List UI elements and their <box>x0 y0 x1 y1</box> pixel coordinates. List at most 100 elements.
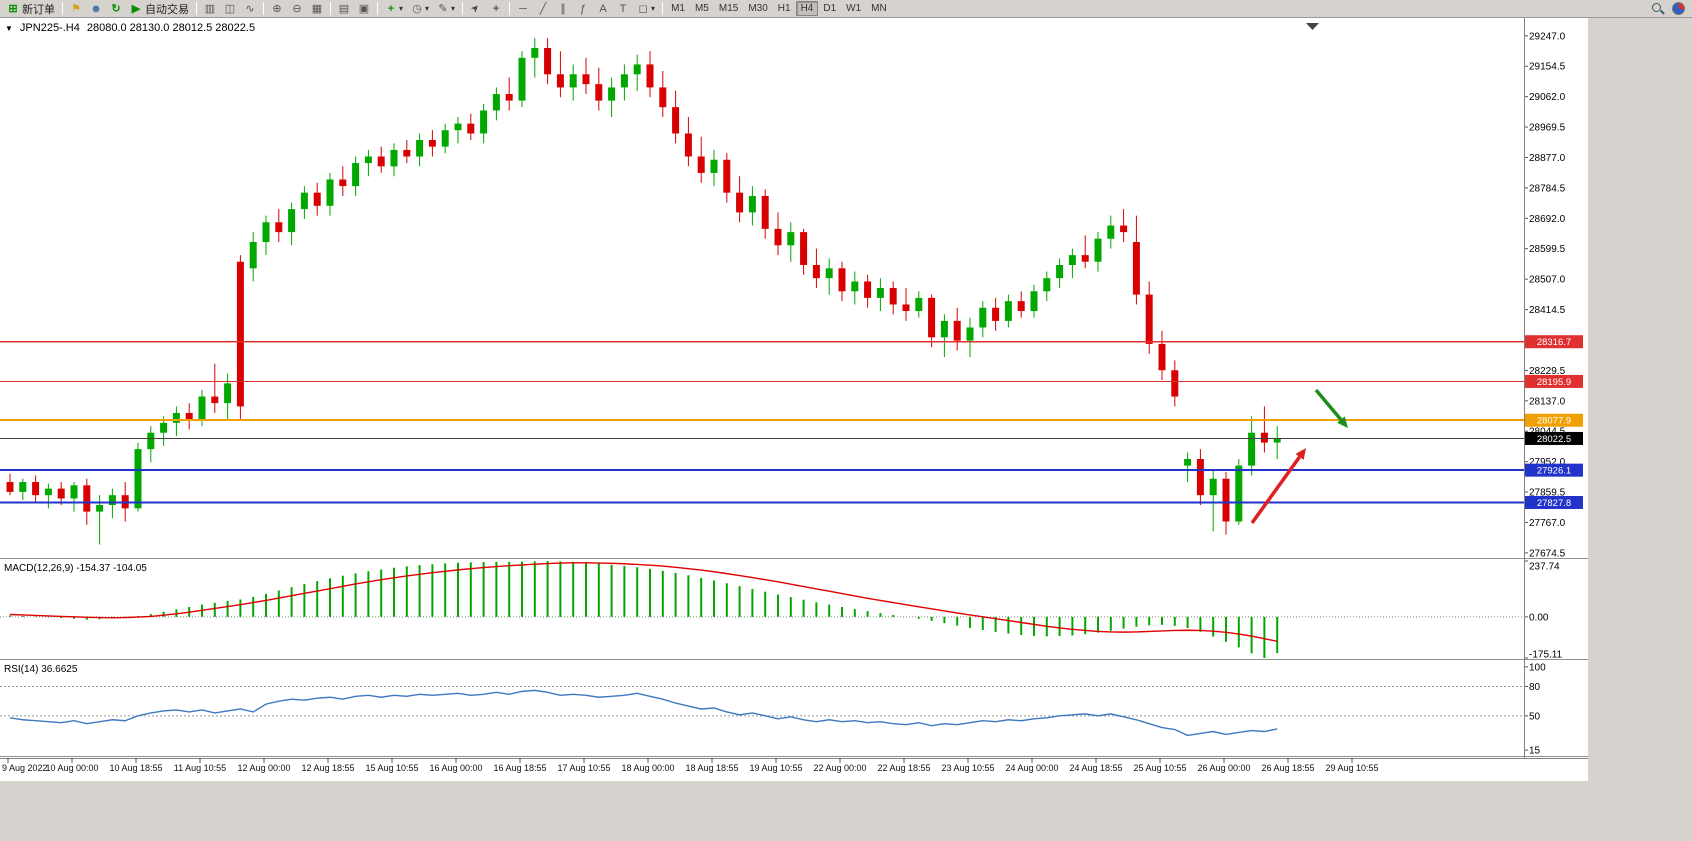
svg-text:16 Aug 18:55: 16 Aug 18:55 <box>493 763 546 773</box>
horizontal-line-button[interactable]: ─ <box>513 1 533 17</box>
toolbar-separator <box>196 2 197 15</box>
svg-text:29247.0: 29247.0 <box>1529 31 1566 42</box>
auto-trading-label: 自动交易 <box>145 3 189 16</box>
macd-histogram <box>9 561 1279 658</box>
svg-text:12 Aug 00:00: 12 Aug 00:00 <box>237 763 290 773</box>
label-icon: T <box>619 2 627 15</box>
search-button[interactable] <box>1647 1 1668 17</box>
new-order-button[interactable]: ⊞ 新订单 <box>3 1 59 17</box>
svg-text:28969.5: 28969.5 <box>1529 123 1566 134</box>
label-button[interactable]: T <box>613 1 633 17</box>
rsi-indicator-value: 36.6625 <box>41 664 78 675</box>
template-icon: ✎ <box>438 2 448 15</box>
chevron-down-icon: ▾ <box>651 4 656 13</box>
new-order-icon: ⊞ <box>8 2 18 15</box>
community-ball-button[interactable] <box>1668 1 1689 17</box>
cursor-icon: ➤ <box>468 1 483 16</box>
trendline-icon: ╱ <box>539 2 547 15</box>
svg-text:28599.5: 28599.5 <box>1529 244 1566 255</box>
candlestick-button[interactable]: ◫ <box>220 1 240 17</box>
cursor-button[interactable]: ➤ <box>466 1 486 17</box>
svg-text:28137.0: 28137.0 <box>1529 396 1566 407</box>
tf-h1[interactable]: H1 <box>777 3 791 14</box>
chart-header: ▼ JPN225-.H4 28080.0 28130.0 28012.5 280… <box>5 22 255 34</box>
svg-text:9 Aug 2022: 9 Aug 2022 <box>2 763 48 773</box>
shapes-button[interactable]: ◻ ▾ <box>633 1 659 17</box>
auto-trading-button[interactable]: ▶ 自动交易 <box>126 1 193 17</box>
toolbar-separator <box>462 2 464 15</box>
svg-text:22 Aug 18:55: 22 Aug 18:55 <box>877 763 930 773</box>
auto-trading-icon: ▶ <box>131 2 141 15</box>
zoom-in-button[interactable]: ⊕ <box>267 1 287 17</box>
rsi-indicator-name: RSI(14) <box>4 664 39 675</box>
macd-signal-line <box>9 562 1278 642</box>
svg-text:29062.0: 29062.0 <box>1529 92 1566 103</box>
chart-shift-marker[interactable] <box>1306 23 1319 30</box>
tf-w1[interactable]: W1 <box>846 3 862 14</box>
bar-chart-button[interactable]: ▥ <box>200 1 220 17</box>
tf-m30[interactable]: M30 <box>748 3 768 14</box>
svg-text:27859.5: 27859.5 <box>1529 488 1566 499</box>
tile-windows-icon: ▦ <box>311 2 323 15</box>
community-button[interactable]: ☻ <box>86 1 106 17</box>
svg-text:27674.5: 27674.5 <box>1529 548 1566 559</box>
tf-mn[interactable]: MN <box>871 3 887 14</box>
svg-text:12 Aug 18:55: 12 Aug 18:55 <box>301 763 354 773</box>
crosshair-icon: + <box>492 2 500 15</box>
price-tag <box>1525 374 1583 388</box>
macd-panel-label: MACD(12,26,9) -154.37 -104.05 <box>4 563 147 574</box>
svg-text:10 Aug 00:00: 10 Aug 00:00 <box>45 763 98 773</box>
svg-text:15: 15 <box>1529 746 1541 757</box>
channel-button[interactable]: ∥ <box>553 1 573 17</box>
tf-m5[interactable]: M5 <box>694 3 709 14</box>
search-icon <box>1651 2 1664 15</box>
svg-text:25 Aug 10:55: 25 Aug 10:55 <box>1133 763 1186 773</box>
shapes-icon: ◻ <box>638 2 648 15</box>
svg-text:24 Aug 18:55: 24 Aug 18:55 <box>1069 763 1122 773</box>
svg-text:29 Aug 10:55: 29 Aug 10:55 <box>1325 763 1378 773</box>
svg-text:27926.1: 27926.1 <box>1537 466 1571 477</box>
data-window-button[interactable]: ▣ <box>354 1 374 17</box>
svg-text:28692.0: 28692.0 <box>1529 214 1566 225</box>
fibonacci-button[interactable]: ƒ <box>573 1 593 17</box>
tf-m1[interactable]: M1 <box>671 3 685 14</box>
svg-text:27767.0: 27767.0 <box>1529 518 1566 529</box>
horizontal-lines[interactable]: 28316.7 28195.9 28077.9 28022.5 27926.1 27827… <box>0 335 1583 509</box>
refresh-button[interactable]: ↻ <box>106 1 126 17</box>
up-arrow-head <box>1295 448 1306 460</box>
price-tag <box>1525 463 1583 477</box>
chart-menu-arrow[interactable]: ▼ <box>5 23 13 33</box>
chart-canvas[interactable]: 29247.0 29154.5 29062.0 28969.5 28877.0 28784… <box>0 18 1692 841</box>
tile-windows-button[interactable]: ▦ <box>307 1 327 17</box>
svg-text:15 Aug 10:55: 15 Aug 10:55 <box>365 763 418 773</box>
tf-h4[interactable]: H4 <box>795 1 819 16</box>
zoom-out-button[interactable]: ⊖ <box>287 1 307 17</box>
tf-d1[interactable]: D1 <box>823 3 837 14</box>
svg-text:22 Aug 00:00: 22 Aug 00:00 <box>813 763 866 773</box>
svg-text:27952.0: 27952.0 <box>1529 457 1566 468</box>
crosshair-button[interactable]: + <box>486 1 506 17</box>
annotation-arrows[interactable] <box>1250 388 1348 525</box>
trendline-button[interactable]: ╱ <box>533 1 553 17</box>
svg-text:28022.5: 28022.5 <box>1537 434 1571 445</box>
line-chart-icon: ∿ <box>245 2 255 15</box>
periods-button[interactable]: ◷ ▾ <box>407 1 433 17</box>
line-chart-button[interactable]: ∿ <box>240 1 260 17</box>
chart-list-button[interactable]: ▤ <box>334 1 354 17</box>
svg-text:17 Aug 10:55: 17 Aug 10:55 <box>557 763 610 773</box>
svg-text:50: 50 <box>1529 711 1541 722</box>
announcement-button[interactable]: ⚑ <box>66 1 86 17</box>
svg-text:28414.5: 28414.5 <box>1529 305 1566 316</box>
svg-text:18 Aug 00:00: 18 Aug 00:00 <box>621 763 674 773</box>
refresh-icon: ↻ <box>111 2 121 15</box>
candles[interactable] <box>6 38 1281 545</box>
chevron-down-icon: ▾ <box>425 4 430 13</box>
add-indicator-button[interactable]: + ▾ <box>381 1 407 17</box>
templates-button[interactable]: ✎ ▾ <box>433 1 459 17</box>
tf-m15[interactable]: M15 <box>718 3 739 14</box>
text-button[interactable]: A <box>593 1 613 17</box>
price-tag <box>1525 431 1583 445</box>
svg-text:11 Aug 10:55: 11 Aug 10:55 <box>174 763 226 773</box>
svg-text:28507.0: 28507.0 <box>1529 275 1566 286</box>
